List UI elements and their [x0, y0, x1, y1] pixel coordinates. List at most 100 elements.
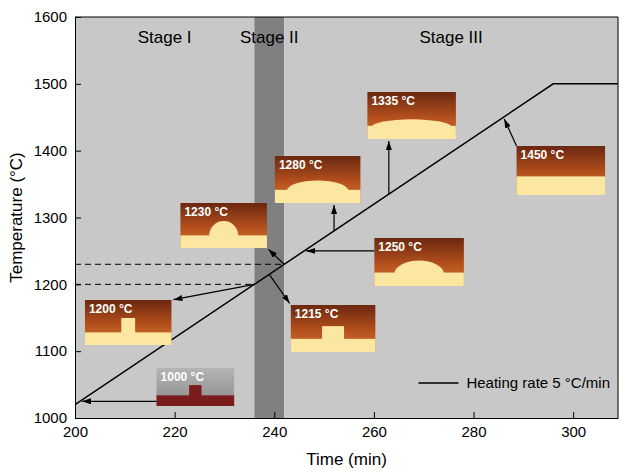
- y-tick: 1000: [34, 409, 81, 426]
- inset-label: 1250 °C: [378, 240, 422, 254]
- x-tick-label: 220: [163, 423, 188, 440]
- x-tick: 260: [362, 412, 387, 440]
- stage-band: [284, 17, 618, 418]
- photo-background: [157, 368, 235, 406]
- stage-label: Stage I: [138, 28, 192, 47]
- y-tick-mark: [75, 284, 81, 285]
- sample-dome: [209, 221, 238, 236]
- frame-right: [618, 17, 619, 418]
- x-tick-mark: [274, 412, 275, 418]
- photo-background: [85, 300, 172, 345]
- sample-base: [374, 273, 464, 286]
- y-tick-label: 1500: [34, 75, 67, 92]
- x-tick-label: 280: [462, 423, 487, 440]
- photo-background: [291, 305, 376, 352]
- x-tick-mark: [175, 412, 176, 418]
- y-tick: 1500: [34, 75, 81, 92]
- stage-label: Stage II: [240, 28, 299, 47]
- y-tick-mark: [75, 84, 81, 85]
- y-tick: 1600: [34, 8, 81, 25]
- x-axis-line: [76, 418, 619, 419]
- x-tick-label: 300: [561, 423, 586, 440]
- inset-label: 1215 °C: [295, 307, 339, 321]
- sample-pillar: [189, 385, 201, 396]
- y-tick-label: 1000: [34, 409, 67, 426]
- photo-background: [180, 203, 267, 248]
- inset-photo: 1215 °C: [291, 305, 376, 352]
- inset-photo: 1200 °C: [85, 300, 172, 345]
- y-tick: 1300: [34, 209, 81, 226]
- stage-band: [75, 17, 254, 418]
- y-tick-label: 1600: [34, 8, 67, 25]
- y-tick-label: 1300: [34, 209, 67, 226]
- sample-base: [517, 181, 606, 195]
- sample-base: [367, 126, 456, 139]
- annotations: 1000 °C 1200 °C 1215 °C 1230 °C 1250 °C 1280 …: [82, 92, 605, 406]
- annotation-arrow: [173, 284, 254, 299]
- y-tick: 1200: [34, 276, 81, 293]
- photo-background: [367, 92, 456, 139]
- inset-label: 1000 °C: [161, 370, 205, 384]
- series-line: [75, 84, 618, 405]
- inset-photo: 1450 °C: [517, 146, 606, 195]
- x-tick-label: 260: [362, 423, 387, 440]
- x-tick-mark: [474, 412, 475, 418]
- y-tick: 1400: [34, 142, 81, 159]
- chart-svg: 2002202402602803001000110012001300140015…: [0, 0, 625, 474]
- legend-swatch: [418, 382, 458, 384]
- x-tick-mark: [374, 412, 375, 418]
- y-tick-mark: [75, 151, 81, 152]
- x-tick-label: 240: [262, 423, 287, 440]
- photo-background: [275, 156, 361, 203]
- inset-photo: 1335 °C: [367, 92, 456, 139]
- inset-label: 1335 °C: [371, 94, 415, 108]
- sample-base: [275, 190, 361, 203]
- legend-label: Heating rate 5 °C/min: [466, 374, 610, 391]
- reference-line: [75, 284, 254, 285]
- annotation-arrow: [269, 274, 289, 303]
- y-tick-mark: [75, 351, 81, 352]
- y-tick: 1100: [35, 342, 81, 359]
- inset-photo: 1230 °C: [180, 203, 267, 248]
- y-axis: 1000 1100 1200 1300 1400 1500 1600: [34, 8, 81, 426]
- annotation-arrow: [306, 250, 374, 251]
- plot-area: [75, 17, 618, 418]
- inset-photo: 1280 °C: [275, 156, 361, 203]
- sample-base: [180, 235, 267, 248]
- inset-label: 1200 °C: [89, 302, 133, 316]
- annotation-arrow: [333, 205, 334, 231]
- x-tick: 220: [163, 412, 188, 440]
- inset-photo: 1000 °C: [157, 368, 235, 406]
- y-tick-label: 1100: [35, 342, 67, 359]
- x-axis-title: Time (min): [306, 450, 387, 469]
- sample-dome: [394, 261, 443, 274]
- annotation-arrow: [504, 119, 516, 146]
- x-axis: 200220240260280300: [63, 412, 619, 440]
- annotation-arrow: [82, 401, 157, 402]
- inset-label: 1280 °C: [279, 158, 323, 172]
- legend: Heating rate 5 °C/min: [418, 374, 610, 391]
- y-tick-mark: [75, 218, 81, 219]
- sample-dome: [372, 119, 452, 127]
- y-tick-mark: [75, 418, 81, 419]
- sample-pillar: [322, 326, 344, 340]
- photo-background: [517, 146, 606, 195]
- sample-pillar: [121, 318, 135, 333]
- y-tick-label: 1200: [34, 276, 67, 293]
- sample-base: [291, 339, 376, 352]
- x-tick-mark: [573, 412, 574, 418]
- sample-base: [85, 332, 172, 345]
- x-tick: 240: [262, 412, 287, 440]
- sample-dome: [287, 181, 349, 191]
- inset-label: 1230 °C: [184, 205, 228, 219]
- x-tick: 300: [561, 412, 586, 440]
- sample-flat: [517, 176, 606, 182]
- y-axis-title: Temperature (°C): [7, 152, 26, 283]
- sample-base: [157, 395, 235, 406]
- annotation-arrow: [388, 141, 389, 194]
- y-tick-label: 1400: [34, 142, 67, 159]
- inset-label: 1450 °C: [521, 148, 565, 162]
- stage-label: Stage III: [419, 28, 482, 47]
- reference-line: [75, 264, 284, 265]
- annotation-arrow: [268, 249, 284, 264]
